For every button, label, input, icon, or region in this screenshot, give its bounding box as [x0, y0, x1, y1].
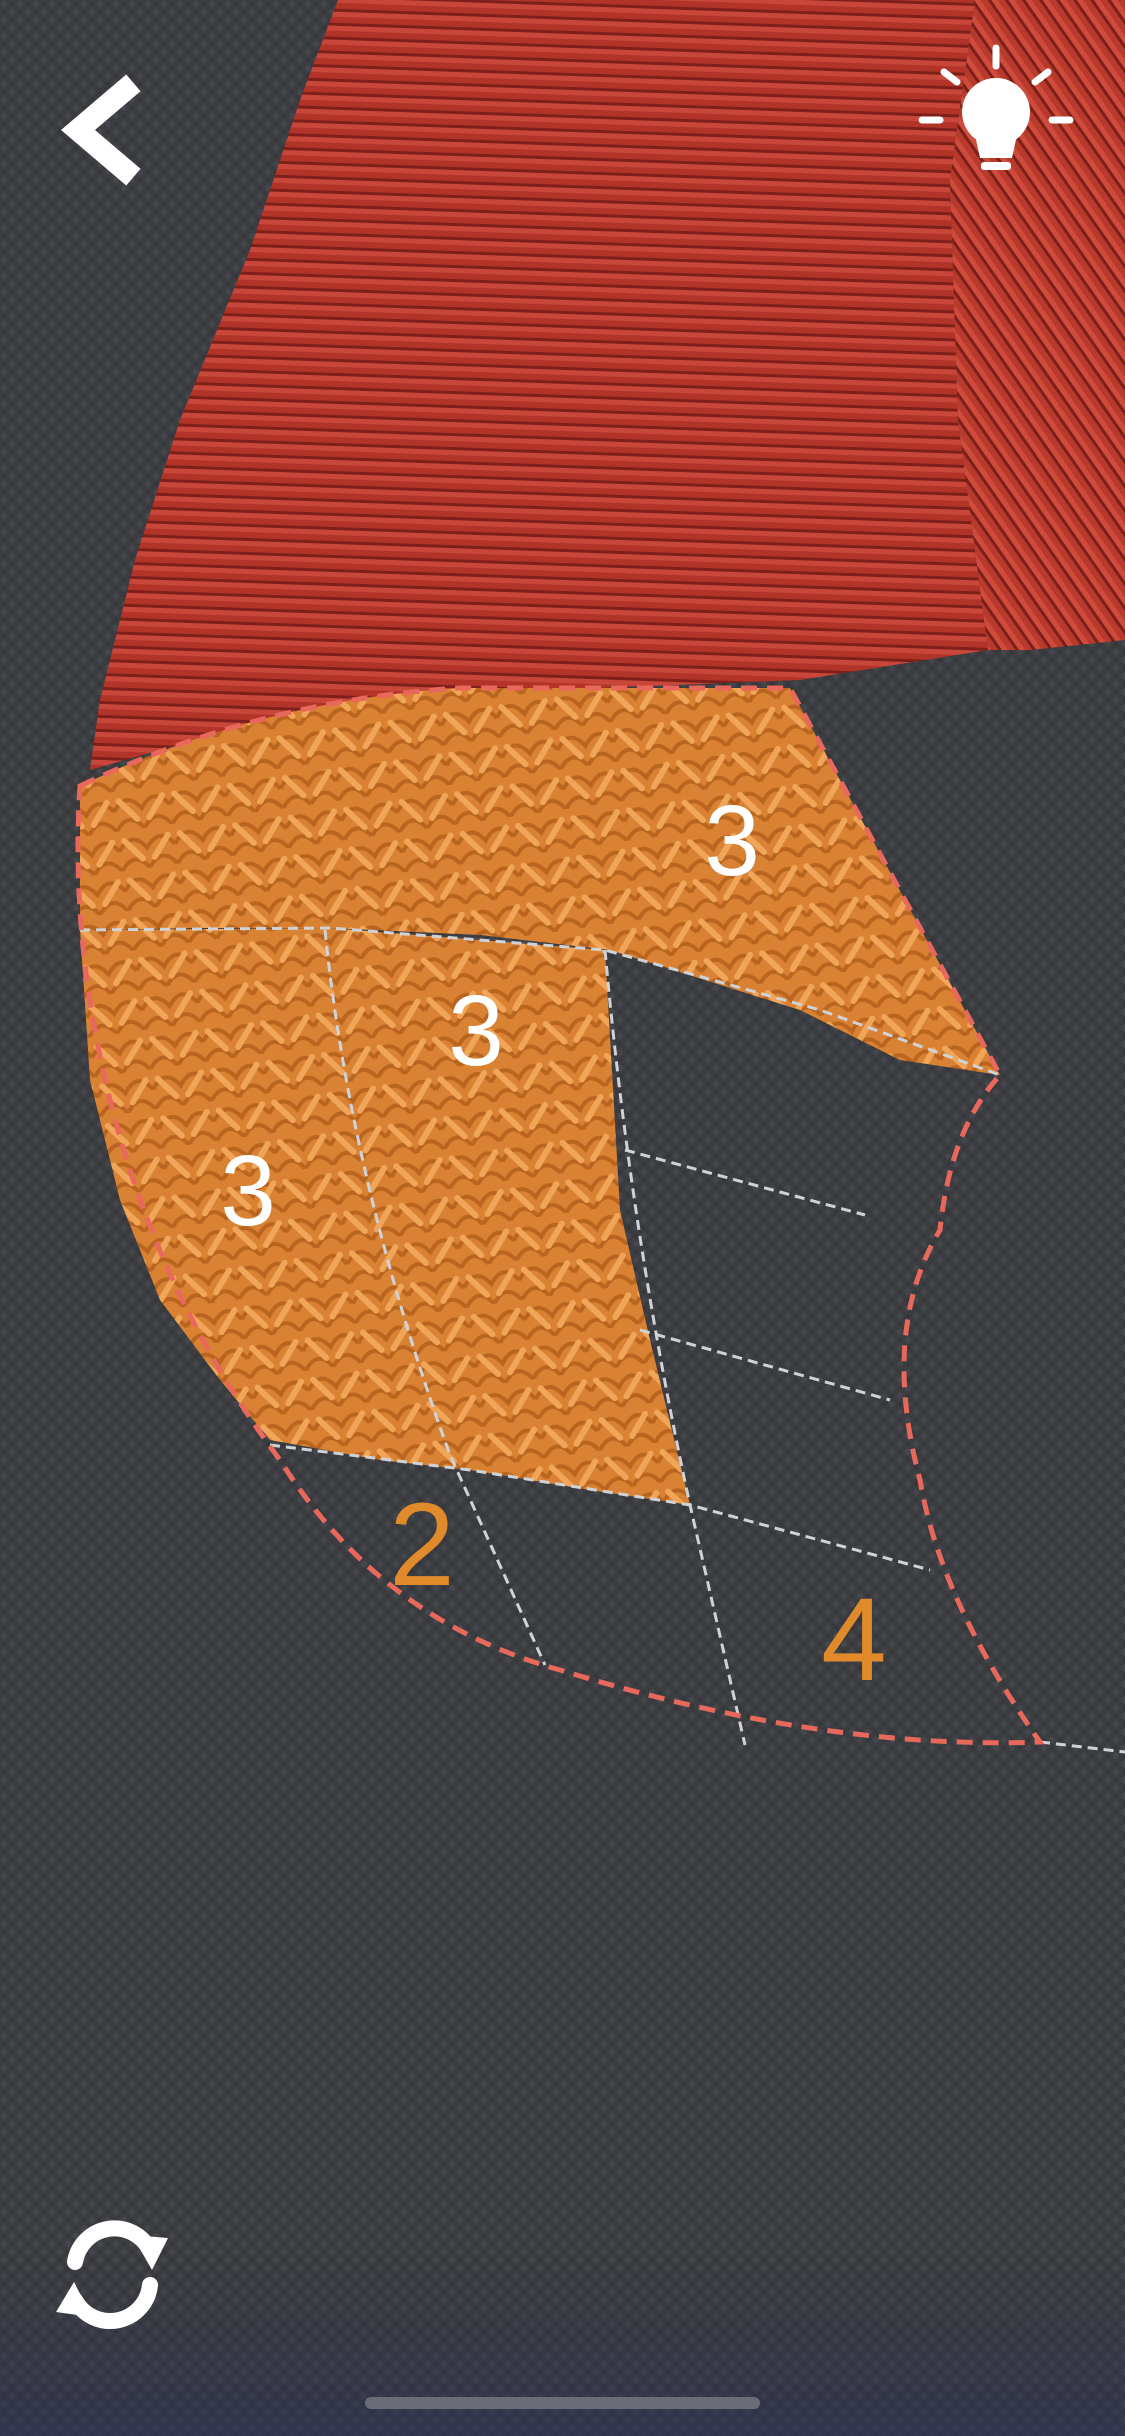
- restart-button[interactable]: [40, 2215, 180, 2329]
- orange-filled-region-top: [80, 688, 1000, 1075]
- clue-number[interactable]: 3: [704, 785, 760, 897]
- orange-filled-region-bottom: [80, 928, 690, 1505]
- hint-button[interactable]: [910, 40, 1074, 190]
- clue-number[interactable]: 3: [220, 1135, 276, 1247]
- lightbulb-icon: [918, 44, 1074, 170]
- clue-number[interactable]: 4: [821, 1574, 887, 1706]
- grid-lines: [79, 926, 1125, 1754]
- clue-number[interactable]: 2: [389, 1479, 455, 1611]
- chevron-left-icon: [61, 74, 141, 186]
- piece-outline: [75, 685, 1045, 1746]
- home-indicator[interactable]: [365, 2397, 760, 2409]
- back-button[interactable]: [40, 60, 160, 200]
- clue-number[interactable]: 3: [448, 975, 504, 1087]
- red-filled-region-left: [90, 0, 988, 770]
